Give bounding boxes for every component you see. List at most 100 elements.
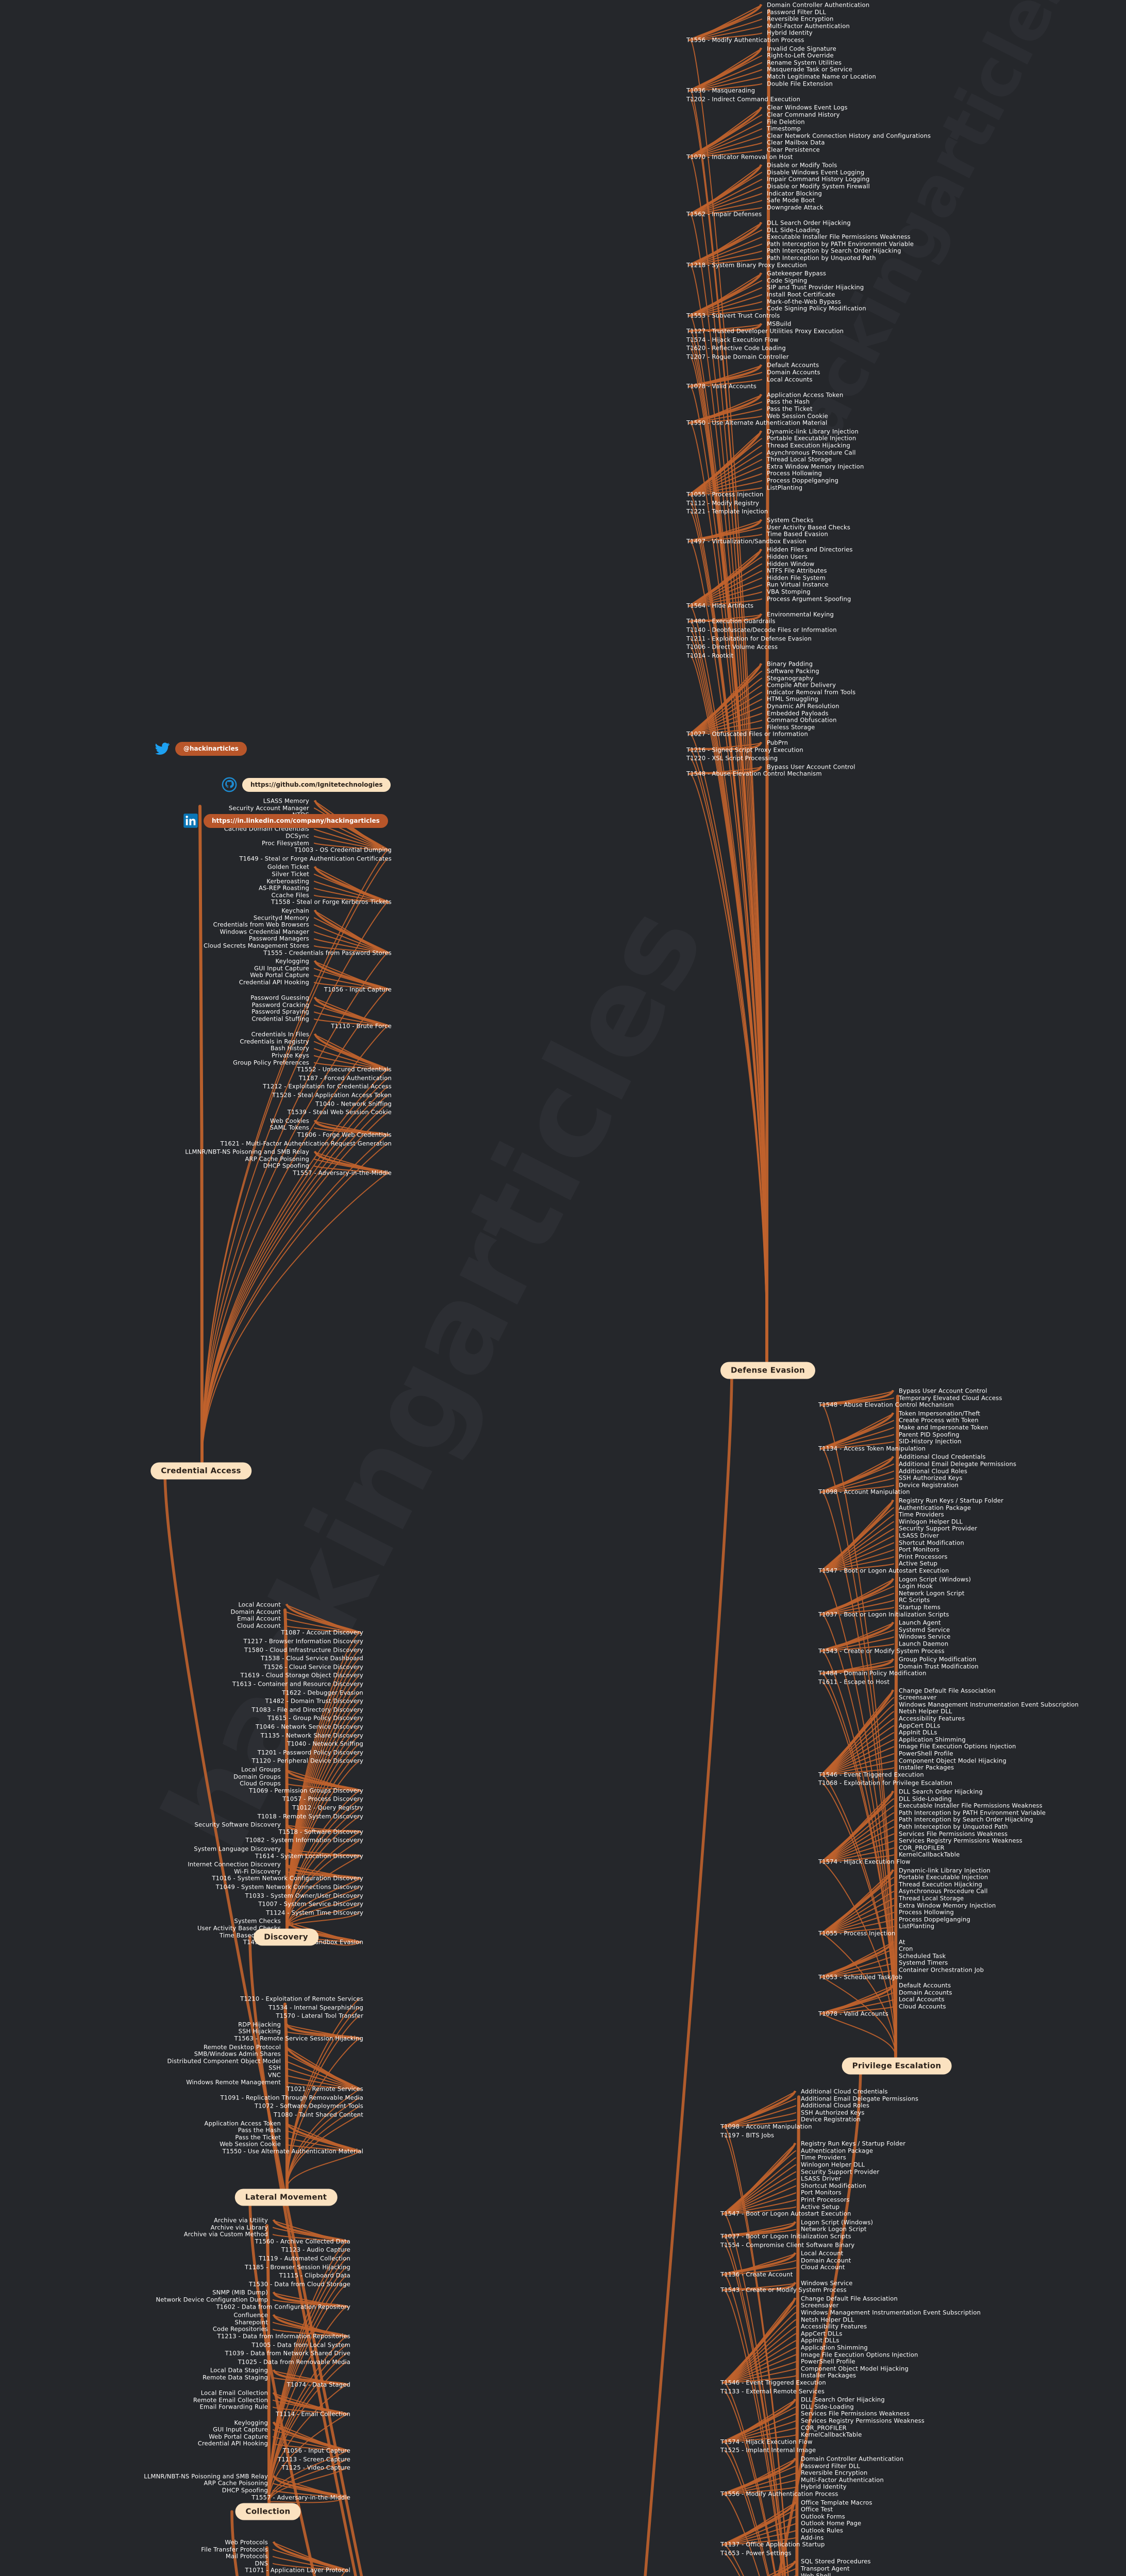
leaf-lateral-movement-4-4[interactable]: VNC [267,2071,281,2079]
leaf-persistence-12-5[interactable]: Add-ins [801,2534,824,2541]
leaf-privilege-escalation-8-10[interactable]: Component Object Model Hijacking [899,1757,1006,1765]
technique-collection-13[interactable]: T1056 - Input Capture [282,2447,350,2454]
leaf-defense-evasion-6-4[interactable]: Mark-of-the-Web Bypass [767,298,842,306]
leaf-credential-access-2-1[interactable]: Silver Ticket [272,870,309,878]
leaf-command-and-control-0-3[interactable]: DNS [255,2560,268,2567]
leaf-privilege-escalation-11-7[interactable]: Process Doppelganging [899,1916,970,1923]
leaf-credential-access-14-1[interactable]: ARP Cache Poisoning [245,1155,309,1163]
leaf-defense-evasion-13-6[interactable]: Process Hollowing [767,469,822,477]
technique-lateral-movement-0[interactable]: T1210 - Exploitation of Remote Services [240,1995,363,2003]
leaf-defense-evasion-16-1[interactable]: User Activity Based Checks [767,523,851,531]
technique-lateral-movement-1[interactable]: T1534 - Internal Spearphishing [268,2004,363,2011]
twitter-handle[interactable]: @hackinarticles [175,741,247,756]
technique-privilege-escalation-13[interactable]: T1078 - Valid Accounts [818,2010,888,2018]
technique-discovery-6[interactable]: T1613 - Container and Resource Discovery [232,1680,363,1688]
social-github[interactable]: https://github.com/Ignitetechnologies [222,777,391,792]
technique-defense-evasion-24[interactable]: T1216 - Signed Script Proxy Execution [686,746,803,754]
leaf-defense-evasion-23-8[interactable]: Command Obfuscation [767,716,837,724]
technique-defense-evasion-15[interactable]: T1221 - Template Injection [686,507,768,515]
leaf-privilege-escalation-8-0[interactable]: Change Default File Association [899,1687,996,1694]
leaf-defense-evasion-17-2[interactable]: Hidden Window [767,560,815,568]
leaf-privilege-escalation-1-3[interactable]: Parent PID Spoofing [899,1431,960,1438]
technique-defense-evasion-19[interactable]: T1140 - Deobfuscate/Decode Files or Info… [686,626,837,634]
leaf-persistence-11-3[interactable]: Multi-Factor Authentication [801,2476,884,2484]
technique-defense-evasion-4[interactable]: T1562 - Impair Defenses [686,210,762,218]
leaf-persistence-0-2[interactable]: Additional Cloud Roles [801,2102,870,2109]
technique-discovery-22[interactable]: T1614 - System Location Discovery [255,1852,363,1860]
technique-defense-evasion-23[interactable]: T1027 - Obfuscated Files or Information [686,730,809,738]
leaf-privilege-escalation-8-5[interactable]: AppCert DLLs [899,1722,940,1730]
linkedin-url[interactable]: https://in.linkedin.com/company/hackinga… [204,814,388,828]
leaf-privilege-escalation-11-1[interactable]: Portable Executable Injection [899,1873,988,1881]
leaf-collection-13-2[interactable]: Web Portal Capture [209,2433,268,2441]
technique-discovery-23[interactable]: T1016 - System Network Configuration Dis… [212,1874,363,1882]
technique-lateral-movement-8[interactable]: T1550 - Use Alternate Authentication Mat… [222,2147,363,2155]
leaf-collection-7-0[interactable]: Confluence [233,2311,268,2319]
leaf-credential-access-0-1[interactable]: Security Account Manager [228,804,309,812]
leaf-credential-access-6-3[interactable]: Private Keys [272,1052,309,1059]
leaf-defense-evasion-7-0[interactable]: MSBuild [767,320,792,328]
leaf-persistence-9-1[interactable]: DLL Side-Loading [801,2403,854,2411]
leaf-defense-evasion-5-2[interactable]: Executable Installer File Permissions We… [767,233,911,241]
leaf-defense-evasion-12-1[interactable]: Pass the Hash [767,398,810,405]
leaf-defense-evasion-5-4[interactable]: Path Interception by Search Order Hijack… [767,247,901,255]
leaf-defense-evasion-23-5[interactable]: HTML Smuggling [767,695,818,703]
leaf-defense-evasion-4-2[interactable]: Impair Command History Logging [767,175,870,183]
leaf-defense-evasion-4-5[interactable]: Safe Mode Boot [767,196,815,204]
leaf-credential-access-6-2[interactable]: Bash History [270,1044,309,1052]
leaf-discovery-23-1[interactable]: Wi-Fi Discovery [234,1868,281,1875]
leaf-defense-evasion-13-7[interactable]: Process Doppelganging [767,477,838,484]
leaf-defense-evasion-0-1[interactable]: Password Filter DLL [767,8,826,16]
leaf-persistence-7-4[interactable]: Accessibility Features [801,2323,867,2330]
social-linkedin[interactable]: https://in.linkedin.com/company/hackinga… [183,813,388,828]
technique-credential-access-3[interactable]: T1555 - Credentials from Password Stores [263,949,392,957]
leaf-credential-access-5-3[interactable]: Credential Stuffing [251,1015,309,1023]
leaf-lateral-movement-8-1[interactable]: Pass the Hash [238,2126,281,2134]
leaf-privilege-escalation-4-1[interactable]: Login Hook [899,1582,933,1590]
leaf-collection-11-1[interactable]: Remote Data Staging [203,2374,268,2381]
technique-privilege-escalation-11[interactable]: T1055 - Process Injection [818,1929,896,1937]
leaf-defense-evasion-4-1[interactable]: Disable Windows Event Logging [767,168,865,176]
leaf-privilege-escalation-2-4[interactable]: Device Registration [899,1481,959,1489]
technique-privilege-escalation-9[interactable]: T1068 - Exploitation for Privilege Escal… [818,1779,953,1787]
leaf-defense-evasion-12-3[interactable]: Web Session Cookie [767,412,828,420]
technique-persistence-0[interactable]: T1098 - Account Manipulation [720,2123,812,2130]
leaf-collection-7-1[interactable]: Sharepoint [234,2318,268,2326]
technique-persistence-12[interactable]: T1137 - Office Application Startup [720,2540,825,2548]
leaf-defense-evasion-3-3[interactable]: Timestomp [767,125,801,132]
leaf-privilege-escalation-10-8[interactable]: COR_PROFILER [899,1844,945,1852]
technique-discovery-21[interactable]: T1082 - System Information Discovery [245,1836,363,1844]
leaf-privilege-escalation-8-1[interactable]: Screensaver [899,1693,937,1701]
leaf-persistence-0-0[interactable]: Additional Cloud Credentials [801,2088,888,2095]
tactic-credential-access[interactable]: Credential Access [150,1462,251,1480]
leaf-privilege-escalation-8-8[interactable]: Image File Execution Options Injection [899,1742,1016,1750]
leaf-collection-0-0[interactable]: Archive via Utility [213,2216,268,2224]
technique-discovery-27[interactable]: T1124 - System Time Discovery [266,1909,363,1917]
leaf-persistence-12-0[interactable]: Office Template Macros [801,2499,872,2506]
leaf-persistence-5-2[interactable]: Cloud Account [801,2263,845,2271]
leaf-persistence-2-4[interactable]: Security Support Provider [801,2168,880,2176]
leaf-collection-6-1[interactable]: Network Device Configuration Dump [156,2296,268,2303]
leaf-privilege-escalation-12-1[interactable]: Cron [899,1945,913,1953]
leaf-lateral-movement-8-0[interactable]: Application Access Token [204,2120,281,2127]
leaf-privilege-escalation-10-3[interactable]: Path Interception by PATH Environment Va… [899,1809,1046,1817]
leaf-persistence-3-1[interactable]: Network Logon Script [801,2225,867,2233]
technique-discovery-13[interactable]: T1040 - Network Sniffing [287,1740,363,1748]
leaf-credential-access-2-0[interactable]: Golden Ticket [267,863,309,871]
technique-credential-access-14[interactable]: T1557 - Adversary-in-the-Middle [293,1169,392,1177]
leaf-credential-access-3-0[interactable]: Keychain [281,907,309,914]
leaf-persistence-5-1[interactable]: Domain Account [801,2257,851,2264]
technique-lateral-movement-4[interactable]: T1021 - Remote Services [287,2085,363,2093]
technique-defense-evasion-11[interactable]: T1078 - Valid Accounts [686,382,757,390]
leaf-defense-evasion-18-0[interactable]: Environmental Keying [767,611,834,618]
leaf-privilege-escalation-12-3[interactable]: Systemd Timers [899,1959,948,1967]
leaf-credential-access-6-1[interactable]: Credentials in Registry [240,1038,309,1045]
leaf-persistence-2-9[interactable]: Active Setup [801,2203,840,2211]
technique-discovery-2[interactable]: T1580 - Cloud Infrastructure Discovery [244,1646,363,1654]
technique-collection-4[interactable]: T1115 - Clipboard Data [279,2272,350,2279]
technique-collection-0[interactable]: T1560 - Archive Collected Data [255,2238,350,2245]
leaf-privilege-escalation-5-1[interactable]: Systemd Service [899,1626,950,1634]
technique-credential-access-13[interactable]: T1621 - Multi-Factor Authentication Requ… [220,1140,392,1147]
technique-discovery-14[interactable]: T1201 - Password Policy Discovery [257,1749,363,1756]
technique-credential-access-2[interactable]: T1558 - Steal or Forge Kerberos Tickets [271,898,392,906]
